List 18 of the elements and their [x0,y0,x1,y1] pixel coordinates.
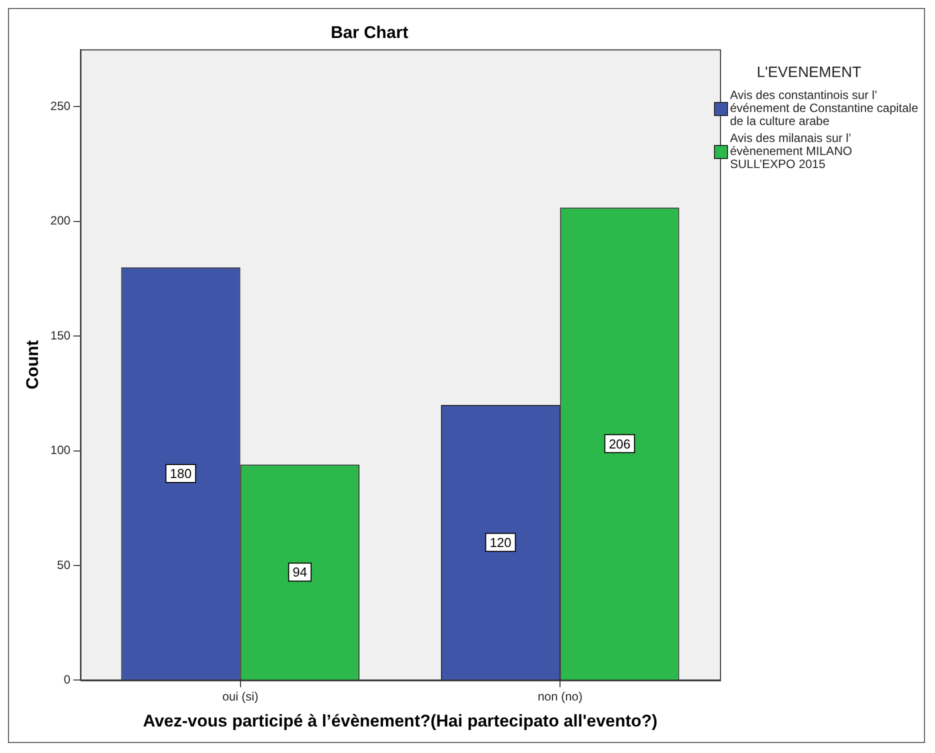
x-tick-label: non (no) [538,690,582,704]
y-tick-label: 250 [50,99,71,114]
y-tick-label: 100 [50,443,71,458]
data-label: 206 [608,436,631,452]
data-label: 180 [170,466,192,482]
data-label: 120 [490,534,512,550]
data-label: 94 [292,564,308,580]
y-tick-label: 0 [64,672,71,687]
x-axis-title: Avez-vous participé à l’évènement?(Hai partecipato all'evento?) [142,711,658,730]
y-tick-label: 150 [50,328,71,342]
chart-title: Bar Chart [330,22,409,42]
legend-title: L'EVENEMENT [756,64,862,81]
legend-label: Avis des milanais sur l’ évènenement MILANO SULL’EXPO 2015 [730,131,854,171]
y-axis-title: Count [22,340,42,390]
x-tick-label: oui (si) [222,690,258,704]
y-tick-label: 200 [50,214,71,228]
legend-label: Avis des constantinois sur l’ événement de Constantine capitale de la culture arabe [730,88,919,128]
y-tick-label: 50 [57,558,71,572]
